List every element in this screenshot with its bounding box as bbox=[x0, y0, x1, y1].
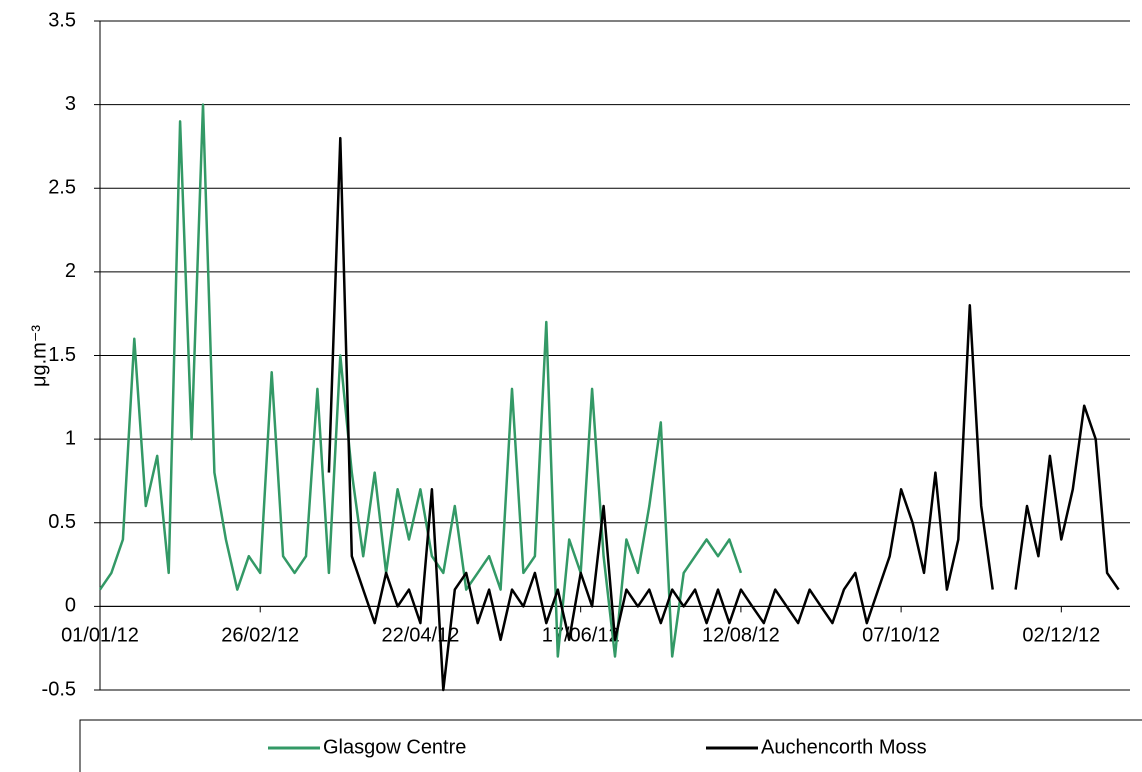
y-tick-label: 3.5 bbox=[48, 9, 76, 31]
x-tick-label: 26/02/12 bbox=[221, 625, 299, 647]
x-tick-label: 02/12/12 bbox=[1022, 625, 1100, 647]
legend-label: Glasgow Centre bbox=[323, 736, 466, 758]
y-tick-label: 3 bbox=[65, 93, 76, 115]
y-axis-label: μg.m⁻³ bbox=[28, 325, 50, 387]
y-tick-label: 1 bbox=[65, 427, 76, 449]
y-tick-label: 2 bbox=[65, 260, 76, 282]
y-tick-label: 0.5 bbox=[48, 511, 76, 533]
data-line bbox=[98, 103, 743, 658]
x-tick-label: 12/08/12 bbox=[702, 625, 780, 647]
data-line bbox=[327, 136, 1120, 692]
x-tick-label: 01/01/12 bbox=[61, 625, 139, 647]
y-tick-label: -0.5 bbox=[42, 678, 76, 700]
y-tick-label: 0 bbox=[65, 595, 76, 617]
legend-box bbox=[79, 719, 1142, 772]
x-tick-label: 07/10/12 bbox=[862, 625, 940, 647]
y-tick-label: 2.5 bbox=[48, 177, 76, 199]
x-tick-label: 17/06/12 bbox=[542, 625, 620, 647]
legend-label: Auchencorth Moss bbox=[761, 736, 927, 758]
y-tick-label: 1.5 bbox=[48, 344, 76, 366]
